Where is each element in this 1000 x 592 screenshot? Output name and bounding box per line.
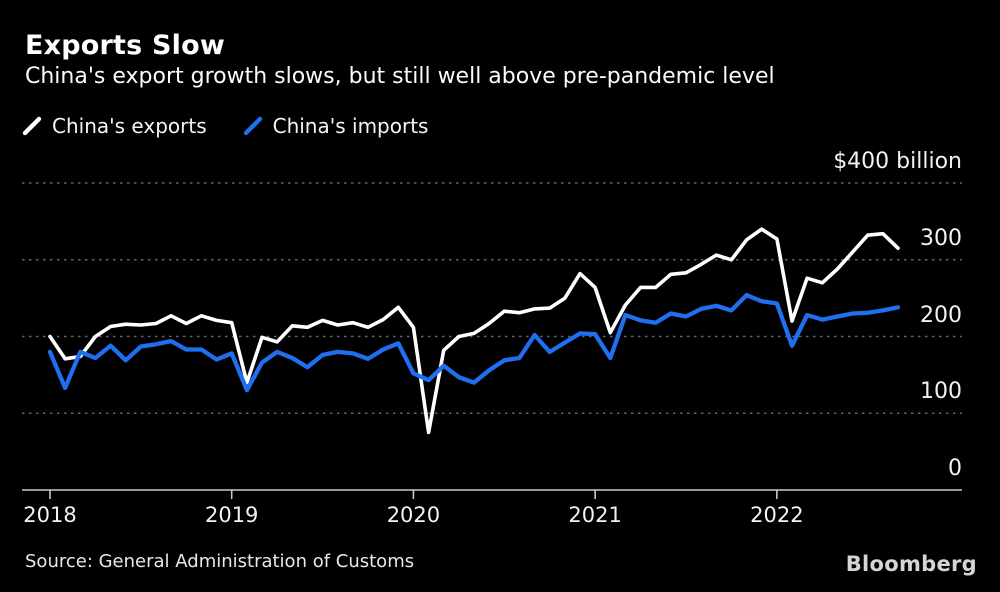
x-axis-label-2019: 2019	[204, 503, 259, 527]
exports-line-swatch-icon	[22, 116, 42, 135]
x-axis-label-2021: 2021	[568, 503, 622, 527]
exports-line	[48, 227, 900, 435]
chart-subtitle: China's export growth slows, but still w…	[25, 64, 775, 89]
chart-legend: China's exports China's imports	[22, 114, 428, 138]
imports-line-swatch-icon	[243, 116, 262, 135]
y-axis-label-100: 100	[920, 379, 962, 405]
bloomberg-logo: Bloomberg	[845, 552, 977, 576]
chart-title: Exports Slow	[25, 30, 226, 61]
legend-label-imports: China's imports	[272, 114, 429, 138]
x-axis-label-2022: 2022	[750, 503, 804, 527]
y-axis-label-200: 200	[920, 302, 962, 328]
legend-item-imports: China's imports	[243, 114, 429, 138]
y-axis-label-400: $400 billion	[833, 149, 962, 174]
source-attribution: Source: General Administration of Custom…	[25, 551, 415, 572]
x-axis-label-2018: 2018	[23, 503, 77, 527]
x-axis-label-2020: 2020	[386, 503, 441, 527]
legend-item-exports: China's exports	[22, 114, 207, 138]
y-axis-label-300: 300	[920, 225, 962, 251]
legend-label-exports: China's exports	[52, 114, 207, 138]
imports-line	[47, 292, 901, 393]
y-axis-label-0: 0	[948, 456, 962, 481]
